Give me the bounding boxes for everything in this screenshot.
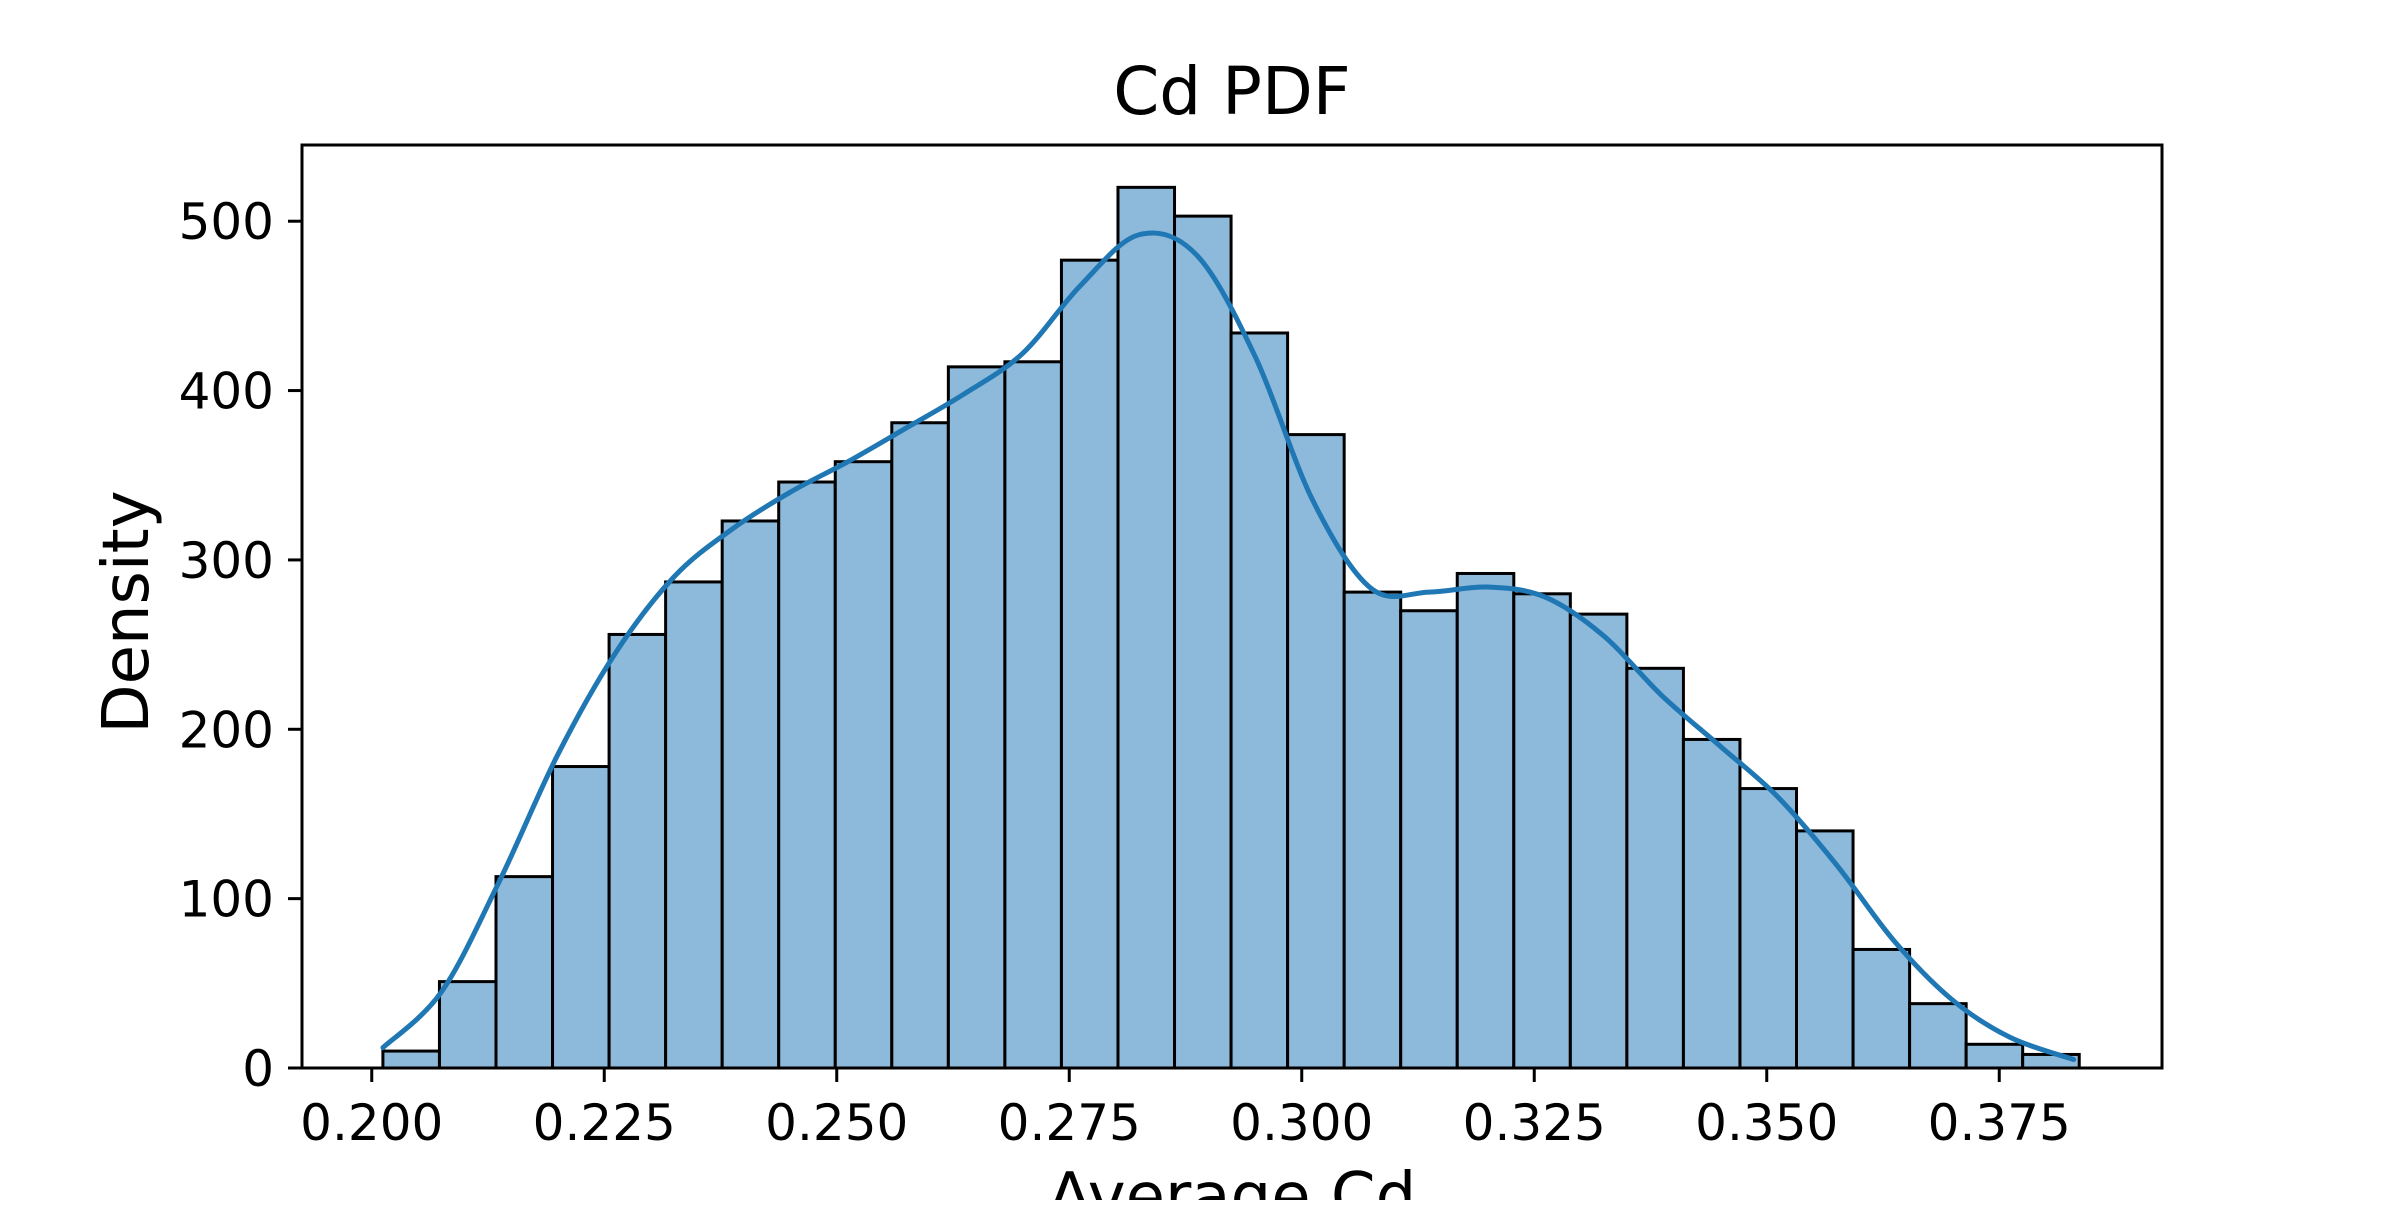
histogram-bar — [551, 765, 611, 1070]
histogram-bar — [664, 580, 724, 1070]
histogram-bar — [1399, 609, 1459, 1070]
y-tick-label: 400 — [179, 363, 274, 421]
x-tick-label: 0.325 — [1463, 1094, 1606, 1152]
histogram-bar — [720, 519, 781, 1070]
y-tick-label: 200 — [179, 701, 274, 759]
histogram-bar — [437, 980, 498, 1070]
histogram-bar — [1795, 829, 1855, 1070]
x-axis-label: Average Cd — [1048, 1160, 1416, 1200]
histogram-bar — [1455, 571, 1516, 1070]
x-tick-label: 0.300 — [1230, 1094, 1373, 1152]
histogram-bar — [1342, 590, 1403, 1070]
histogram-bar — [1512, 592, 1572, 1070]
x-tick-label: 0.350 — [1695, 1094, 1838, 1152]
histogram-bar — [1908, 1002, 1968, 1070]
histogram-bar — [833, 460, 894, 1070]
x-tick-label: 0.275 — [998, 1094, 1141, 1152]
histogram-bar — [381, 1049, 441, 1070]
x-tick-label: 0.200 — [300, 1094, 443, 1152]
y-tick-label: 500 — [179, 193, 274, 251]
histogram-bar — [1003, 360, 1063, 1070]
y-tick-label: 100 — [179, 871, 274, 929]
y-axis-label: Density — [90, 490, 164, 733]
y-tick-label: 0 — [242, 1040, 274, 1098]
histogram-bar — [1964, 1042, 2025, 1070]
histogram-bar — [1059, 258, 1120, 1070]
y-tick-label: 300 — [179, 532, 274, 590]
axes: 0.200 0.225 0.250 0.275 0.300 0.325 0.350 0.375… — [179, 143, 2164, 1152]
histogram-bar — [1229, 331, 1290, 1070]
histogram-bar — [1173, 214, 1233, 1070]
histogram-bar — [890, 421, 950, 1070]
kde-curve-group — [380, 230, 2077, 1063]
histogram-bar — [494, 875, 555, 1070]
histogram-bar — [1116, 185, 1177, 1070]
histogram-bar — [946, 365, 1007, 1070]
histogram-bar — [1625, 666, 1685, 1070]
bars — [381, 185, 2081, 1070]
plot-frame — [300, 143, 2164, 1070]
kde-curve — [380, 230, 2077, 1063]
histogram-bar — [1286, 433, 1346, 1070]
x-tick-label: 0.375 — [1928, 1094, 2071, 1152]
histogram-bar — [607, 632, 668, 1070]
histogram-bar — [1568, 612, 1629, 1070]
x-tick-label: 0.225 — [533, 1094, 676, 1152]
histogram-bar — [1738, 787, 1799, 1070]
chart-title: Cd PDF — [1113, 53, 1351, 130]
histogram-bar — [1851, 947, 1912, 1070]
histogram-bar — [1681, 737, 1742, 1070]
x-tick-label: 0.250 — [765, 1094, 908, 1152]
histogram-bar — [777, 480, 837, 1070]
